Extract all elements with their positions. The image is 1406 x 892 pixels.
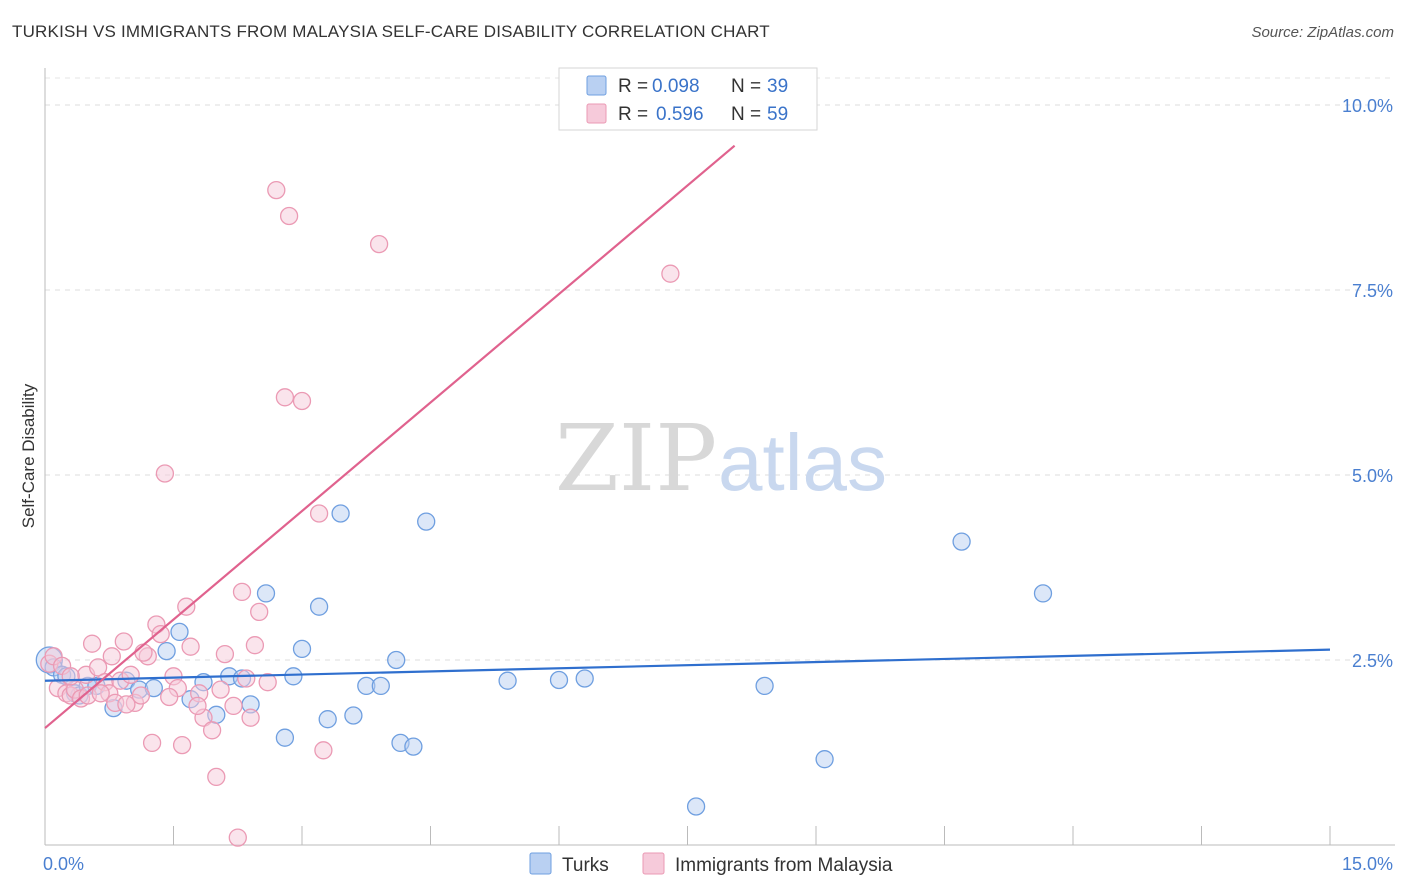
turks-point (575, 669, 594, 688)
turks-point (404, 737, 423, 756)
y-tick-label-3: 10.0% (1342, 96, 1393, 116)
malaysia-point (172, 735, 192, 755)
turks-point (952, 532, 971, 551)
malaysia-point (202, 721, 222, 740)
malaysia-point (309, 504, 329, 523)
malaysia-point (207, 767, 226, 787)
turks-point (292, 639, 312, 659)
bottom-legend: Turks Immigrants from Malaysia (529, 852, 893, 876)
malaysia-point (292, 391, 312, 411)
bottom-legend-label-turks: Turks (562, 855, 609, 876)
turks-point (318, 710, 337, 729)
legend-n-value-turks: 39 (767, 76, 788, 97)
bottom-legend-swatch-turks (529, 852, 552, 875)
malaysia-point (91, 684, 110, 703)
turks-point (549, 670, 569, 690)
watermark-atlas: atlas (718, 418, 887, 507)
turks-point (275, 728, 295, 747)
turks-point (309, 597, 329, 616)
turks-point (331, 504, 350, 523)
x-tick-label-1: 15.0% (1342, 854, 1393, 874)
y-axis-title: Self-Care Disability (19, 383, 38, 528)
malaysia-point (155, 464, 175, 483)
turks-point (284, 667, 303, 686)
malaysia-point (102, 647, 121, 666)
legend-r-label-malaysia: R = (618, 104, 648, 125)
x-tick-label-0: 0.0% (43, 854, 84, 874)
malaysia-point (131, 686, 151, 705)
watermark-zip: ZIP (555, 405, 717, 512)
turks-point (170, 622, 189, 642)
data-points (35, 180, 1053, 847)
y-tick-label-1: 5.0% (1352, 466, 1393, 486)
chart-source: Source: ZipAtlas.com (1251, 24, 1394, 41)
malaysia-point (181, 637, 200, 656)
malaysia-point (160, 687, 179, 707)
malaysia-point (250, 602, 269, 622)
turks-point (256, 584, 276, 603)
gridlines (45, 77, 1395, 661)
watermark: ZIP atlas (555, 405, 887, 512)
turks-point (755, 676, 774, 696)
malaysia-point (188, 696, 207, 716)
legend-r-value-malaysia: 0.596 (656, 104, 704, 125)
malaysia-point (275, 388, 295, 407)
legend-n-label-malaysia: N = (731, 104, 761, 125)
legend-r-value-turks: 0.098 (652, 76, 700, 97)
turks-point (686, 797, 706, 816)
malaysia-point (88, 658, 108, 677)
axes (44, 68, 1395, 846)
turks-point (387, 650, 406, 670)
malaysia-point (241, 708, 260, 727)
malaysia-point (224, 696, 243, 716)
legend-n-label-turks: N = (731, 76, 761, 97)
malaysia-point (61, 667, 80, 686)
tick-labels: 2.5% 5.0% 7.5% 10.0% 0.0% 15.0% (43, 96, 1393, 874)
bottom-legend-label-malaysia: Immigrants from Malaysia (675, 855, 893, 876)
y-tick-label-0: 2.5% (1352, 651, 1393, 671)
malaysia-point (121, 665, 140, 684)
malaysia-point (151, 624, 170, 644)
malaysia-point (211, 680, 230, 699)
malaysia-point (215, 644, 235, 664)
turks-point (1033, 584, 1053, 603)
malaysia-point (134, 643, 153, 662)
malaysia-point (314, 741, 333, 760)
turks-point (498, 671, 517, 690)
malaysia-point (369, 234, 389, 254)
malaysia-point (142, 733, 162, 753)
malaysia-point (114, 632, 133, 651)
malaysia-point (237, 669, 256, 688)
legend-swatch-turks (586, 75, 607, 96)
trend-lines (44, 144, 1331, 729)
malaysia-trend-line (44, 144, 736, 729)
malaysia-point (232, 582, 252, 602)
malaysia-point (228, 828, 247, 847)
legend-n-value-malaysia: 59 (767, 104, 788, 125)
turks-point (157, 641, 176, 661)
turks-trend-line (44, 648, 1331, 682)
malaysia-point (258, 673, 277, 692)
malaysia-point (279, 206, 299, 226)
legend-box: R = 0.098 N = 39 R = 0.596 N = 59 (558, 67, 818, 131)
bottom-legend-swatch-malaysia (642, 852, 665, 875)
malaysia-point (245, 636, 265, 655)
malaysia-point (661, 264, 680, 283)
legend-r-label-turks: R = (618, 76, 648, 97)
turks-point (344, 706, 363, 725)
turks-point (417, 512, 436, 531)
legend-swatch-malaysia (586, 103, 607, 124)
turks-point (371, 676, 390, 696)
turks-point (815, 750, 834, 769)
malaysia-point (267, 180, 286, 200)
y-tick-label-2: 7.5% (1352, 281, 1393, 301)
malaysia-point (117, 695, 136, 714)
malaysia-point (82, 634, 102, 653)
chart-title: TURKISH VS IMMIGRANTS FROM MALAYSIA SELF… (12, 22, 770, 41)
